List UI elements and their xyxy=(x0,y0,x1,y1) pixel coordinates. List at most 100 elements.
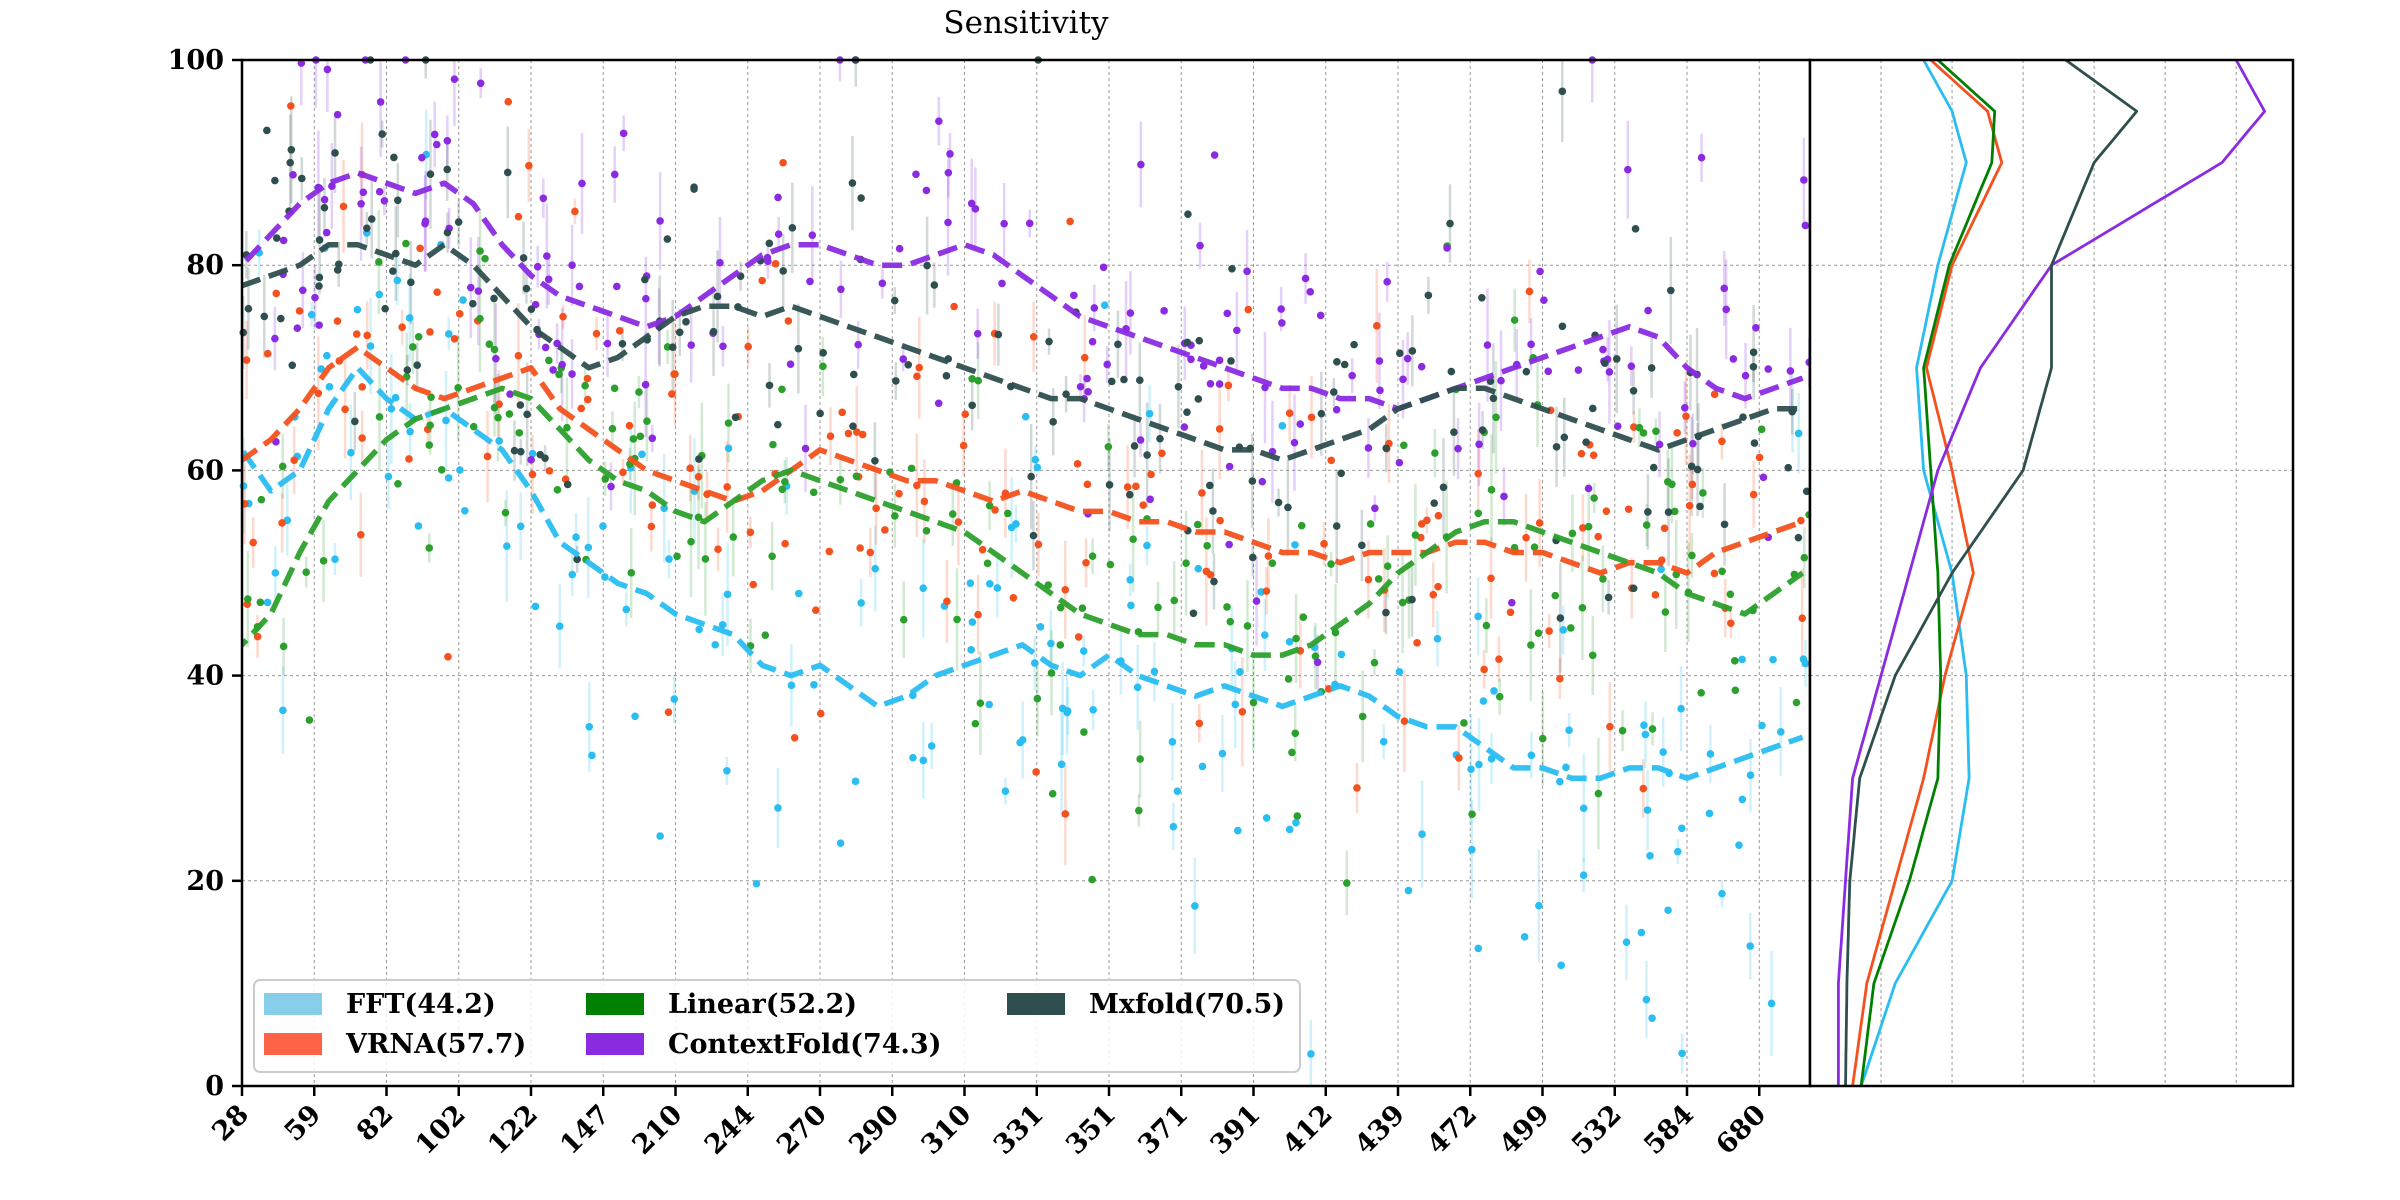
data-point xyxy=(474,287,483,295)
data-point xyxy=(778,485,787,494)
data-point xyxy=(583,374,592,383)
data-point xyxy=(1332,522,1341,530)
data-point xyxy=(1215,380,1224,388)
data-point xyxy=(1025,219,1034,228)
data-point xyxy=(944,218,952,227)
data-point xyxy=(927,742,936,750)
data-point xyxy=(1398,598,1407,607)
data-point xyxy=(1710,569,1719,578)
data-point xyxy=(1403,354,1412,363)
data-point xyxy=(1536,267,1544,276)
data-point xyxy=(950,302,958,311)
x-tick-label: 270 xyxy=(771,1099,833,1161)
data-point xyxy=(1612,355,1621,363)
data-point xyxy=(1693,465,1702,474)
data-point xyxy=(1292,634,1300,643)
data-point xyxy=(825,547,834,556)
data-point xyxy=(375,258,383,266)
data-point xyxy=(1622,938,1631,946)
data-point xyxy=(450,335,459,343)
data-point xyxy=(1231,700,1240,709)
data-point xyxy=(1297,521,1306,530)
data-point xyxy=(851,777,860,786)
x-tick-label: 28 xyxy=(206,1099,254,1147)
data-point xyxy=(1061,585,1070,594)
data-point xyxy=(1490,687,1498,695)
data-point xyxy=(1646,851,1654,860)
data-point xyxy=(1073,460,1082,468)
data-point xyxy=(1104,443,1113,451)
data-point xyxy=(450,75,459,83)
data-point xyxy=(1510,316,1519,324)
data-point xyxy=(413,361,421,369)
data-point xyxy=(563,423,571,432)
data-point xyxy=(695,625,703,634)
data-point xyxy=(286,158,295,167)
data-point xyxy=(1084,388,1092,396)
data-point xyxy=(1364,575,1373,584)
y-tick-label: 60 xyxy=(186,455,224,486)
data-point xyxy=(1327,456,1336,465)
data-point xyxy=(625,421,634,430)
data-point xyxy=(1007,523,1016,532)
data-point xyxy=(665,555,673,563)
data-point xyxy=(1467,765,1475,774)
data-point xyxy=(405,314,414,322)
data-point xyxy=(1527,751,1536,760)
data-point xyxy=(1659,748,1668,756)
data-point xyxy=(549,366,557,374)
data-point xyxy=(961,410,970,418)
data-point xyxy=(1474,469,1483,478)
data-point xyxy=(289,171,297,179)
data-point xyxy=(1198,762,1207,771)
x-tick-label: 584 xyxy=(1638,1099,1700,1161)
data-point xyxy=(1599,345,1607,354)
data-point xyxy=(278,462,287,471)
data-point xyxy=(801,444,810,453)
data-point xyxy=(263,349,272,358)
data-point xyxy=(592,329,601,338)
data-point xyxy=(1029,333,1038,341)
data-point xyxy=(922,527,931,535)
data-point xyxy=(387,404,396,413)
data-point xyxy=(1798,614,1807,622)
data-point xyxy=(895,244,904,253)
data-point xyxy=(787,681,796,690)
data-point xyxy=(1371,504,1379,513)
data-point xyxy=(1767,999,1776,1008)
data-point xyxy=(1605,368,1614,376)
data-point xyxy=(394,479,402,488)
data-point xyxy=(1268,559,1277,568)
data-point xyxy=(1479,697,1488,705)
data-point xyxy=(1089,705,1097,714)
data-point xyxy=(1759,473,1768,482)
data-point xyxy=(790,733,799,742)
data-point xyxy=(968,401,976,410)
data-point xyxy=(729,533,738,541)
data-point xyxy=(525,161,533,170)
data-point xyxy=(578,179,586,188)
data-point xyxy=(1383,562,1392,571)
data-point xyxy=(849,422,857,430)
data-point xyxy=(1373,322,1381,330)
data-point xyxy=(1189,609,1198,618)
data-point xyxy=(1337,469,1345,478)
data-point xyxy=(601,573,609,581)
data-point xyxy=(1224,381,1233,390)
data-point xyxy=(758,276,766,285)
data-point xyxy=(1249,698,1258,707)
data-point xyxy=(1136,755,1144,763)
data-point xyxy=(854,340,862,349)
data-point xyxy=(1802,487,1811,496)
data-point xyxy=(899,615,908,624)
data-point xyxy=(1316,311,1325,320)
data-point xyxy=(1364,444,1373,452)
data-point xyxy=(1635,423,1644,432)
data-point xyxy=(1565,726,1573,735)
data-point xyxy=(1307,1050,1315,1058)
data-point xyxy=(1258,477,1267,486)
chart-title: Sensitivity xyxy=(943,5,1109,41)
data-point xyxy=(1288,748,1296,757)
data-point xyxy=(1535,901,1543,910)
